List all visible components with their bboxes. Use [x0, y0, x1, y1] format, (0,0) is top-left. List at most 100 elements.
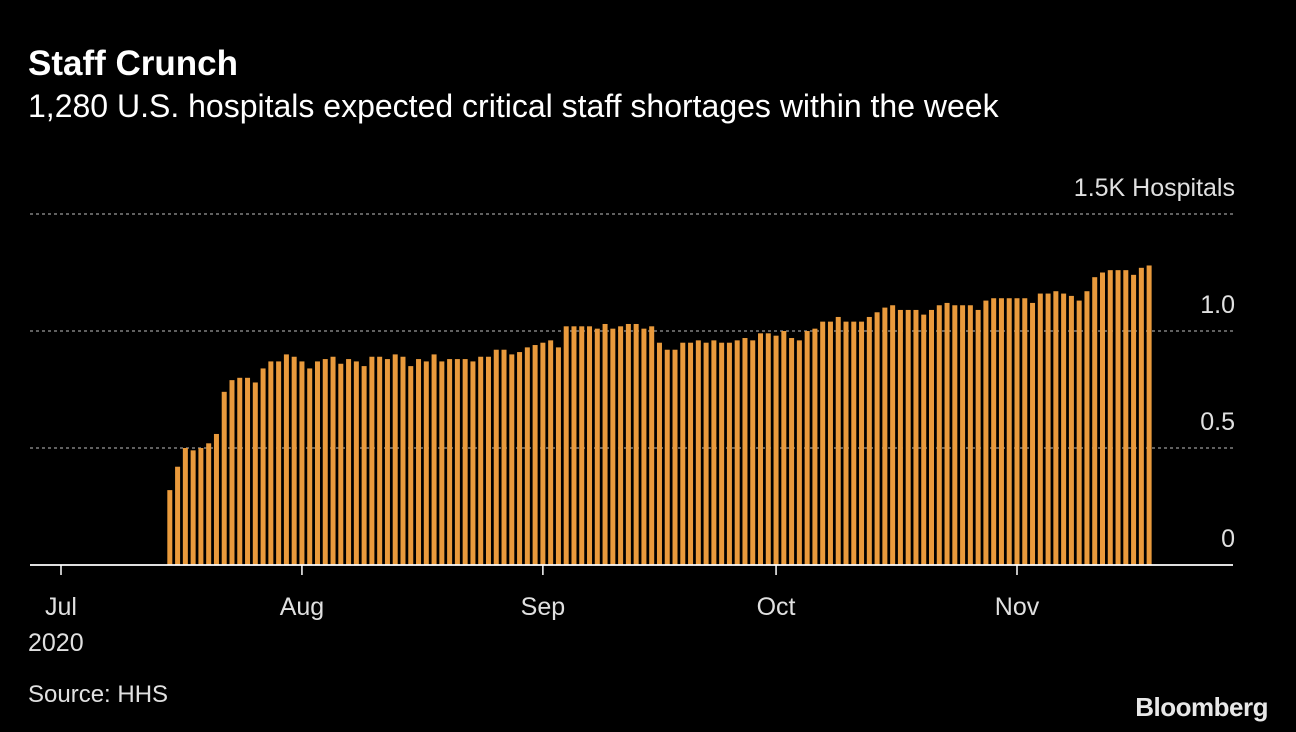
bar: [307, 368, 313, 565]
bar: [190, 450, 196, 565]
bar: [1092, 277, 1098, 565]
x-tick-label: Oct: [757, 593, 796, 621]
bar: [1107, 270, 1113, 565]
bar: [509, 354, 515, 565]
y-tick-label: 0.5: [1200, 408, 1235, 436]
bar: [773, 335, 779, 565]
bar: [439, 361, 445, 565]
x-tick-label: Jul: [45, 593, 77, 621]
bar: [680, 342, 686, 565]
bar: [485, 356, 491, 565]
bar: [750, 340, 756, 565]
bar: [625, 323, 631, 565]
bar: [392, 354, 398, 565]
bar: [711, 340, 717, 565]
brand-logo: Bloomberg: [1135, 692, 1268, 722]
bar: [245, 377, 251, 565]
bar: [742, 338, 748, 565]
bar: [252, 382, 258, 565]
bar: [719, 342, 725, 565]
bar: [206, 443, 212, 565]
bar: [835, 316, 841, 565]
bar: [1068, 295, 1074, 565]
bar: [1115, 270, 1121, 565]
bar: [175, 466, 181, 565]
bar: [268, 361, 274, 565]
bar: [501, 349, 507, 565]
bar: [299, 361, 305, 565]
bar: [198, 448, 204, 565]
bar: [283, 354, 289, 565]
bar: [1076, 300, 1082, 565]
bar: [548, 340, 554, 565]
bar: [960, 305, 966, 565]
x-tick-label: Aug: [280, 593, 324, 621]
bar: [812, 328, 818, 565]
chart-subtitle: 1,280 U.S. hospitals expected critical s…: [28, 88, 1000, 124]
bar: [1014, 298, 1020, 565]
bar: [338, 363, 344, 565]
bar: [758, 333, 764, 565]
bar: [610, 328, 616, 565]
bar: [377, 356, 383, 565]
bar: [827, 321, 833, 565]
bar: [998, 298, 1004, 565]
bar: [221, 391, 227, 565]
bar: [851, 321, 857, 565]
bar: [555, 347, 561, 565]
bar: [1131, 274, 1137, 565]
bar: [649, 326, 655, 565]
bar: [695, 340, 701, 565]
bar: [322, 359, 328, 565]
bar: [1138, 267, 1144, 565]
bar: [1022, 298, 1028, 565]
bar: [820, 321, 826, 565]
y-tick-label: 0: [1221, 525, 1235, 553]
bar: [703, 342, 709, 565]
bar: [369, 356, 375, 565]
bar: [594, 328, 600, 565]
bar: [804, 331, 810, 565]
bar: [384, 359, 390, 565]
bar: [1099, 272, 1105, 565]
x-tick-label: Nov: [995, 593, 1040, 621]
bar: [361, 366, 367, 565]
bar: [983, 300, 989, 565]
bar: [975, 309, 981, 565]
bar: [765, 333, 771, 565]
bar: [330, 356, 336, 565]
bar: [1006, 298, 1012, 565]
bar: [656, 342, 662, 565]
bar: [579, 326, 585, 565]
y-tick-label: 1.5K Hospitals: [1074, 174, 1235, 202]
bar: [462, 359, 468, 565]
bar: [618, 326, 624, 565]
bar: [587, 326, 593, 565]
bar: [400, 356, 406, 565]
bar: [346, 359, 352, 565]
bar: [967, 305, 973, 565]
bar: [874, 312, 880, 565]
bar: [929, 309, 935, 565]
bar: [789, 338, 795, 565]
bar: [796, 340, 802, 565]
bar: [664, 349, 670, 565]
bar: [314, 361, 320, 565]
bar: [408, 366, 414, 565]
bar: [213, 433, 219, 565]
bar: [517, 352, 523, 565]
bar: [182, 448, 188, 565]
bar: [688, 342, 694, 565]
bar: [431, 354, 437, 565]
chart-title: Staff Crunch: [28, 44, 238, 83]
bar: [866, 316, 872, 565]
bar: [726, 342, 732, 565]
bar: [944, 302, 950, 565]
bar: [843, 321, 849, 565]
bar: [734, 340, 740, 565]
bar: [641, 328, 647, 565]
bar: [882, 307, 888, 565]
bar: [890, 305, 896, 565]
y-tick-label: 1.0: [1200, 291, 1235, 319]
bar: [1037, 293, 1043, 565]
